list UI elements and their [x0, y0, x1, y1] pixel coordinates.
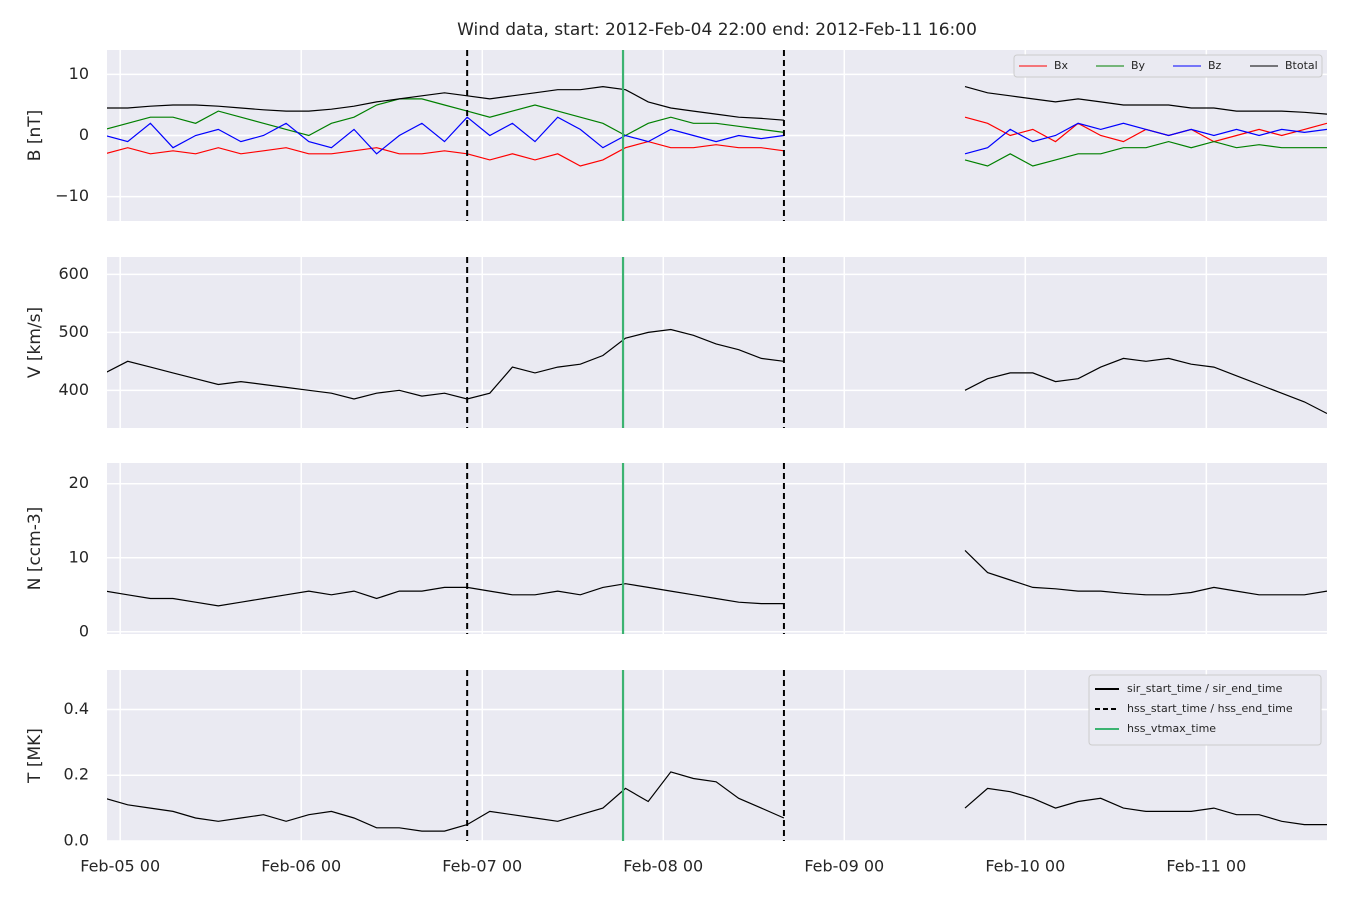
y-axis-label: V [km/s] — [25, 307, 45, 378]
legend-label: sir_start_time / sir_end_time — [1127, 682, 1283, 695]
legend-box — [1088, 674, 1322, 746]
series-line — [107, 771, 1327, 832]
series-line — [107, 98, 1327, 167]
panel: 400 500 600 V [km/s] — [25, 257, 1327, 428]
y-tick-label: 0.4 — [64, 699, 89, 718]
legend-label: hss_start_time / hss_end_time — [1127, 702, 1293, 715]
y-tick-label: −10 — [55, 186, 89, 205]
chart-title: Wind data, start: 2012-Feb-04 22:00 end:… — [457, 20, 977, 40]
y-tick-label: 0.0 — [64, 831, 89, 850]
x-tick-label: Feb-11 00 — [1166, 857, 1246, 876]
y-tick-label: 0.2 — [64, 765, 89, 784]
y-tick-label: 0 — [79, 125, 89, 144]
y-tick-label: 600 — [58, 264, 89, 283]
series-line — [107, 85, 1327, 121]
y-tick-label: 10 — [69, 547, 89, 566]
legend-label: Bz — [1208, 59, 1222, 72]
panel: 0 10 20 N [ccm-3] — [25, 463, 1327, 640]
y-tick-label: 400 — [58, 380, 89, 399]
y-axis-label: B [nT] — [25, 110, 45, 162]
x-tick-label: Feb-10 00 — [985, 857, 1065, 876]
panel: −10 0 10 B [nT] Bx By Bz Btotal — [25, 50, 1327, 221]
y-tick-label: 500 — [58, 322, 89, 341]
x-tick-label: Feb-08 00 — [623, 857, 703, 876]
y-tick-label: 20 — [69, 473, 89, 492]
plot-background — [107, 257, 1327, 428]
series-line — [107, 549, 1327, 607]
x-tick-label: Feb-06 00 — [261, 857, 341, 876]
x-tick-label: Feb-07 00 — [442, 857, 522, 876]
legend-label: By — [1131, 59, 1146, 72]
plot-background — [107, 463, 1327, 634]
y-axis-label: N [ccm-3] — [25, 507, 45, 591]
x-tick-label: Feb-09 00 — [804, 857, 884, 876]
legend-label: hss_vtmax_time — [1127, 722, 1216, 735]
legend-box — [1013, 54, 1323, 78]
legend-label: Btotal — [1285, 59, 1318, 72]
series-line — [107, 328, 1327, 415]
y-tick-label: 0 — [79, 621, 89, 640]
y-axis-label: T [MK] — [25, 728, 45, 784]
series-line — [107, 116, 1327, 155]
x-tick-label: Feb-05 00 — [80, 857, 160, 876]
y-tick-label: 10 — [69, 64, 89, 83]
panel: 0.0 0.2 0.4 T [MK] sir_start_time / sir_end_… — [25, 670, 1327, 876]
legend-label: Bx — [1054, 59, 1069, 72]
